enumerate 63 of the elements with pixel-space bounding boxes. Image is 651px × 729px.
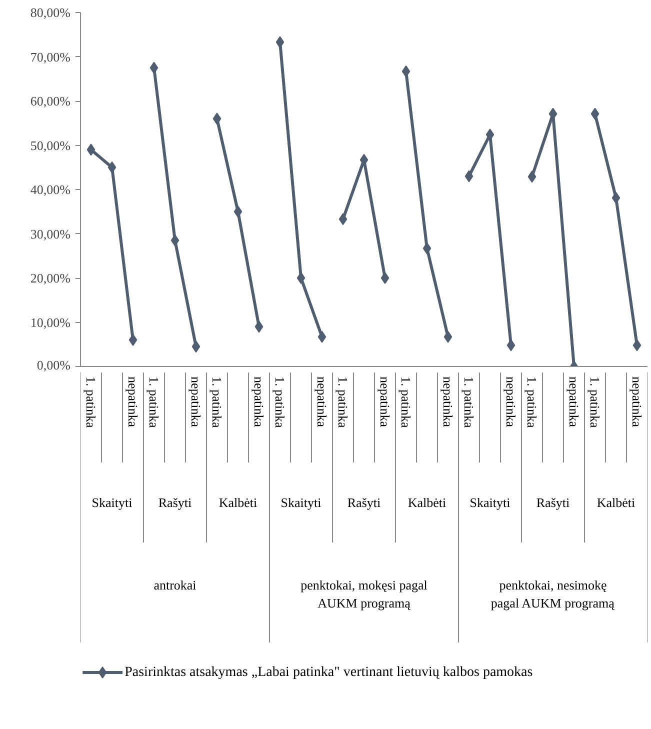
x-tick-label: 1. patinka xyxy=(462,376,476,428)
text: penktokai, nesimokę pagal AUKM programą xyxy=(490,578,615,610)
y-tick-label: 80,00% xyxy=(30,5,71,20)
y-tick-label: 70,00% xyxy=(30,49,71,64)
text: Rašyti xyxy=(158,495,192,510)
point xyxy=(296,272,306,284)
x-tick-label: nepatinka xyxy=(566,376,582,428)
x-tick-label: nepatinka xyxy=(630,376,644,428)
y-tick-label: 50,00% xyxy=(30,138,71,153)
y-tick-label: 40,00% xyxy=(30,182,71,197)
x-tick-label: nepatinka xyxy=(126,376,140,428)
point xyxy=(422,242,432,254)
point xyxy=(402,65,410,78)
x-tick-label: nepatinka xyxy=(440,376,456,428)
x-tick-label: nepatinka xyxy=(378,376,392,428)
x-tick-label: nepatinka xyxy=(252,376,266,428)
text: antrokai xyxy=(154,578,197,592)
y-tick-label: 60,00% xyxy=(30,94,71,108)
text: Kalbėti xyxy=(218,495,258,510)
x-tick-label: nepatinka xyxy=(314,376,330,428)
y-tick-label: 20,00% xyxy=(30,270,71,286)
text: Kalbėti xyxy=(596,495,636,510)
text: Rašyti xyxy=(347,495,381,510)
x-tick-label: 1. patinka xyxy=(84,376,98,428)
x-tick-label: 1. patinka xyxy=(588,376,602,428)
point xyxy=(632,339,642,352)
x-tick-label: 1. patinka xyxy=(524,376,540,428)
x-tick-label: 1. patinka xyxy=(336,376,350,428)
x-tick-label: 1. patinka xyxy=(272,376,288,428)
point xyxy=(108,161,116,174)
point xyxy=(380,272,390,284)
text: Kalbėti xyxy=(408,495,447,510)
x-tick-label: 1. patinka xyxy=(146,376,162,428)
text: Skaityti xyxy=(92,495,133,510)
text: Skaityti xyxy=(470,495,511,510)
point xyxy=(86,144,96,156)
point xyxy=(254,320,264,333)
y-tick-label: 0,00% xyxy=(36,358,71,372)
point xyxy=(234,206,242,218)
legend-label: Pasirinktas atsakymas „Labai patinka" vertinant lietuvių kalbos pamokas xyxy=(124,665,533,680)
point xyxy=(464,170,474,182)
text: Skaityti xyxy=(280,495,322,510)
y-tick-label: 30,00% xyxy=(30,226,71,242)
point xyxy=(612,192,620,204)
x-tick-label: 1. patinka xyxy=(398,376,414,428)
text: penktokai, mokęsi pagal AUKM programą xyxy=(300,578,428,610)
point xyxy=(318,330,326,343)
x-tick-label: 1. patinka xyxy=(210,376,224,428)
point xyxy=(150,62,158,74)
x-tick-label: nepatinka xyxy=(504,376,518,428)
point xyxy=(528,170,536,183)
point xyxy=(212,112,222,125)
point xyxy=(276,36,284,48)
point xyxy=(444,330,452,343)
y-tick-label: 10,00% xyxy=(30,314,71,330)
point xyxy=(506,339,516,352)
point xyxy=(170,234,180,246)
point xyxy=(192,340,200,353)
text: Rašyti xyxy=(536,495,570,510)
x-tick-label: nepatinka xyxy=(188,376,204,428)
point xyxy=(590,108,600,120)
point xyxy=(128,334,138,346)
point xyxy=(338,213,348,226)
